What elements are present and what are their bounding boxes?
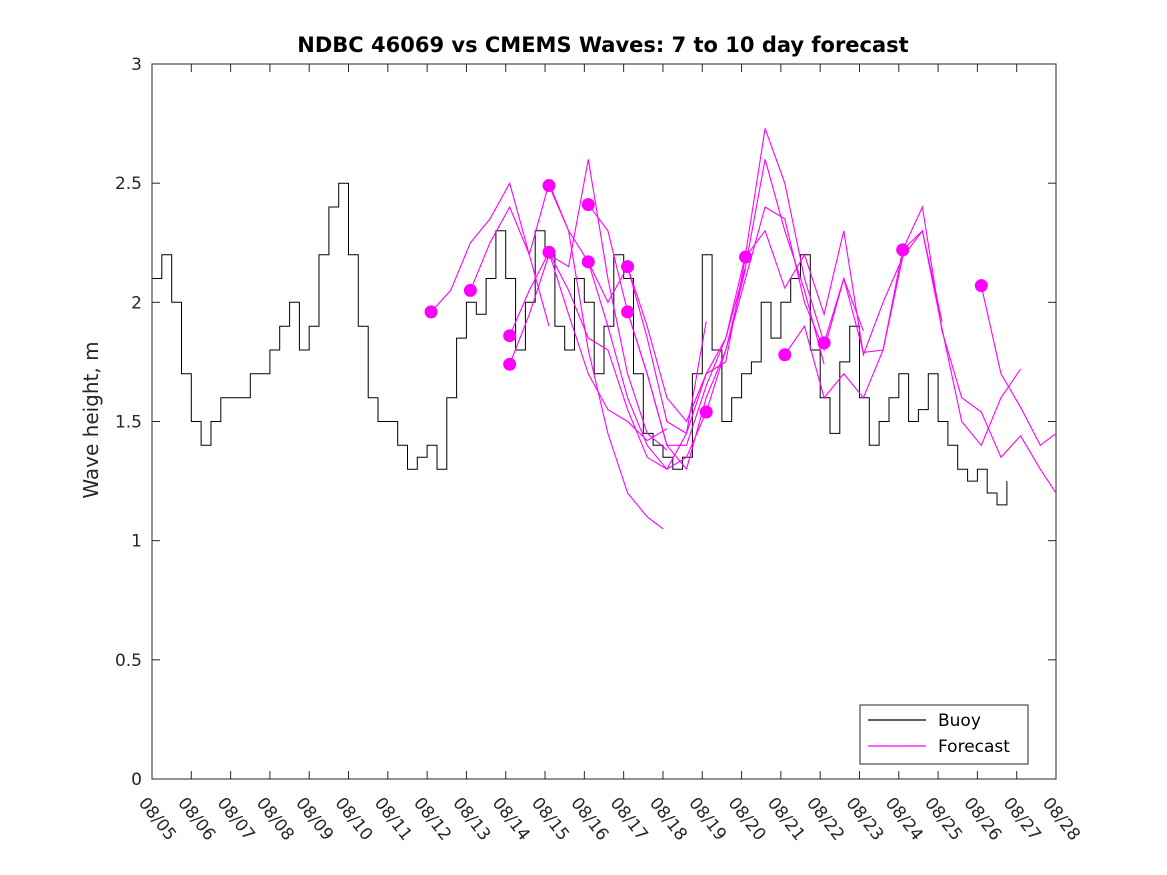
forecast-start-point <box>581 255 595 269</box>
legend-label: Buoy <box>938 711 981 731</box>
forecast-line <box>823 229 1022 447</box>
x-tick-label: 08/25 <box>920 794 966 845</box>
x-tick-label: 08/23 <box>842 794 888 845</box>
x-tick-label: 08/26 <box>959 794 1005 845</box>
forecast-line <box>705 206 864 413</box>
legend: Buoy Forecast <box>859 704 1029 765</box>
forecast-start-point <box>581 198 595 212</box>
forecast-start-point <box>542 179 556 193</box>
forecast-start-point <box>542 245 556 259</box>
forecast-start-point <box>621 305 635 319</box>
forecast-line <box>627 159 825 446</box>
y-tick-label: 0 <box>131 770 142 790</box>
x-tick-label: 08/27 <box>999 794 1045 845</box>
y-tick-label: 0.5 <box>115 651 142 671</box>
forecast-line <box>902 205 1057 494</box>
x-tick-label: 08/16 <box>566 794 612 845</box>
x-tick-label: 08/13 <box>448 794 494 845</box>
forecast-start-point <box>896 243 910 257</box>
forecast-line <box>784 229 943 399</box>
x-tick-label: 08/17 <box>606 794 652 845</box>
forecast-line <box>509 250 668 442</box>
x-tick-label: 08/14 <box>488 794 534 845</box>
x-tick-label: 08/07 <box>213 794 259 845</box>
legend-label: Forecast <box>938 737 1010 757</box>
axes-box <box>151 63 1057 780</box>
x-tick-label: 08/21 <box>763 794 809 845</box>
forecast-line <box>587 256 747 435</box>
forecast-start-point <box>778 348 792 362</box>
x-tick-label: 08/10 <box>331 794 377 845</box>
x-tick-label: 08/15 <box>527 794 573 845</box>
y-tick-label: 1.5 <box>115 413 142 433</box>
forecast-line <box>980 285 1057 447</box>
forecast-start-point <box>503 357 517 371</box>
x-tick-label: 08/08 <box>252 794 298 845</box>
legend-box <box>859 704 1029 765</box>
x-tick-label: 08/06 <box>173 794 219 845</box>
y-tick-label: 3 <box>131 55 142 75</box>
forecast-line <box>509 159 668 451</box>
buoy-line <box>152 182 1008 506</box>
x-tick-label: 08/11 <box>370 794 416 845</box>
forecast-start-point <box>738 250 752 264</box>
x-tick-label: 08/28 <box>1038 794 1084 845</box>
forecast-start-point <box>503 329 517 343</box>
x-tick-label: 08/22 <box>802 794 848 845</box>
x-tick-label: 08/09 <box>291 794 337 845</box>
chart-title: NDBC 46069 vs CMEMS Waves: 7 to 10 day f… <box>297 33 908 57</box>
y-tick-label: 2.5 <box>115 174 142 194</box>
x-tick-label: 08/05 <box>134 794 180 845</box>
y-tick-label: 2 <box>131 293 142 313</box>
forecast-start-point <box>463 283 477 297</box>
forecast-start-point <box>974 279 988 293</box>
x-tick-label: 08/18 <box>645 794 691 845</box>
y-axis-label: Wave height, m <box>79 341 103 498</box>
y-tick-label: 1 <box>131 532 142 552</box>
forecast-start-point <box>621 260 635 274</box>
x-tick-label: 08/20 <box>724 794 770 845</box>
forecast-start-point <box>424 305 438 319</box>
forecast-start-point <box>699 405 713 419</box>
x-tick-label: 08/19 <box>684 794 730 845</box>
x-tick-label: 08/24 <box>881 794 927 845</box>
forecast-line <box>745 229 904 357</box>
forecast-start-point <box>817 336 831 350</box>
x-tick-label: 08/12 <box>409 794 455 845</box>
